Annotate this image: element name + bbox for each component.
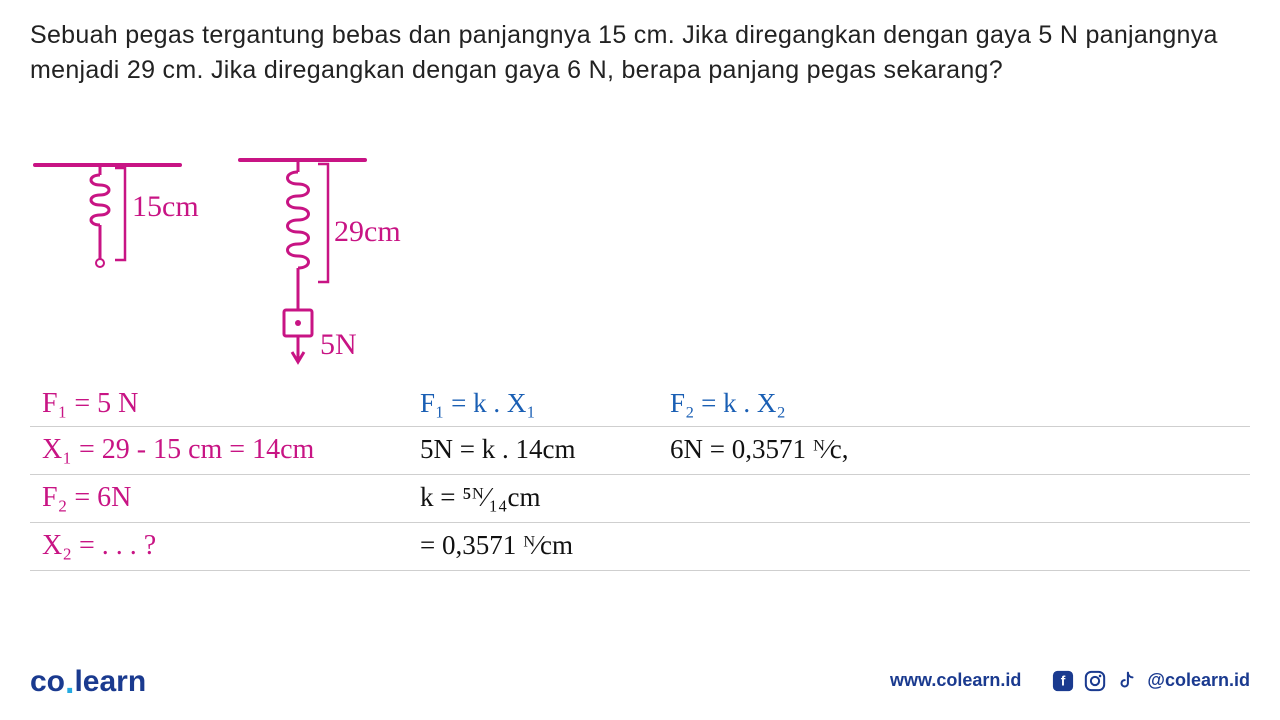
work-c3-l2: 6N = 0,3571 ᴺ⁄c, — [670, 434, 848, 465]
footer-right: www.colearn.id f @colearn.id — [890, 669, 1250, 693]
rule-line — [30, 570, 1250, 571]
work-c1-l2: X₁ = 29 - 15 cm = 14cm — [42, 434, 314, 466]
logo-co: co — [30, 665, 65, 698]
footer: co.learn www.colearn.id f @colearn.id — [30, 661, 1250, 700]
work-c3-l1: F₂ = k . X₂ — [670, 388, 786, 419]
social-group: f @colearn.id — [1051, 669, 1250, 693]
logo-dot: . — [65, 663, 74, 701]
spring1-label: 15cm — [132, 190, 199, 224]
spring-diagram: 15cm 29cm 5N — [30, 150, 470, 380]
svg-text:f: f — [1061, 673, 1066, 688]
work-c2-l1: F₁ = k . X₁ — [420, 388, 536, 419]
facebook-icon: f — [1051, 669, 1075, 693]
work-c1-l1: F₁ = 5 N — [42, 388, 138, 420]
work-c2-l3: k = ⁵ᴺ⁄₁₄cm — [420, 482, 540, 513]
rule-line — [30, 474, 1250, 475]
brand-logo: co.learn — [30, 661, 146, 700]
work-c1-l3: F₂ = 6N — [42, 482, 131, 514]
question-text: Sebuah pegas tergantung bebas dan panjan… — [30, 18, 1250, 88]
rule-line — [30, 522, 1250, 523]
work-c2-l4: = 0,3571 ᴺ⁄cm — [420, 530, 573, 561]
footer-url: www.colearn.id — [890, 670, 1021, 691]
spring-svg — [30, 150, 470, 380]
force-label: 5N — [320, 328, 357, 362]
footer-handle: @colearn.id — [1147, 670, 1250, 691]
rule-line — [30, 426, 1250, 427]
tiktok-icon — [1115, 669, 1139, 693]
spring2-label: 29cm — [334, 215, 401, 249]
logo-learn: learn — [74, 665, 146, 698]
work-c1-l4: X₂ = . . . ? — [42, 530, 156, 562]
instagram-icon — [1083, 669, 1107, 693]
work-c2-l2: 5N = k . 14cm — [420, 434, 575, 465]
